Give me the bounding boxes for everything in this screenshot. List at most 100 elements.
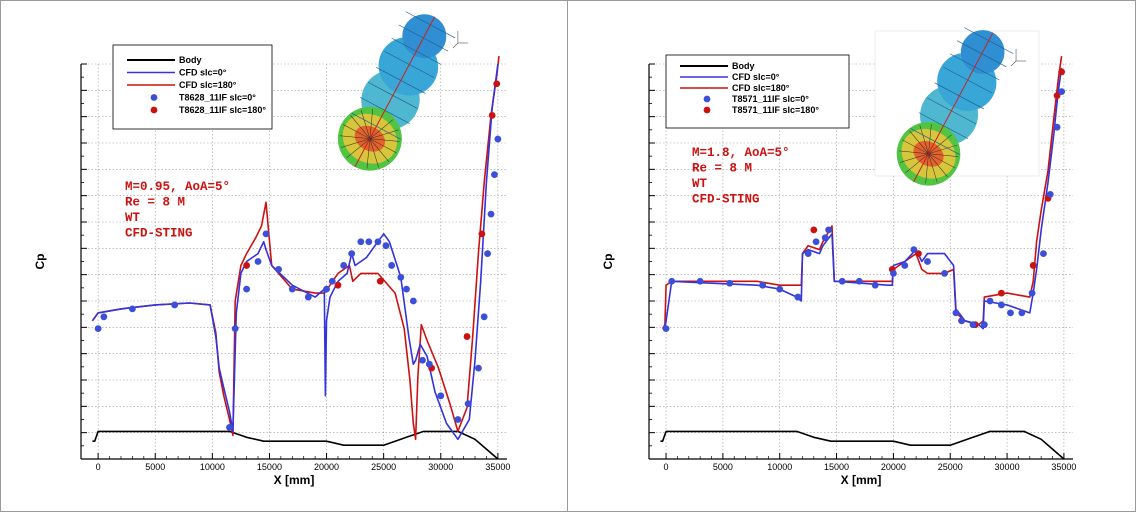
x-tick-label: 5000: [145, 462, 165, 472]
data-point-exp180: [243, 262, 251, 269]
annotation-line: CFD-STING: [692, 193, 760, 207]
annotation-line: M=1.8, AoA=5°: [692, 146, 790, 160]
data-point-exp0: [941, 269, 948, 277]
data-point-exp0: [821, 234, 829, 242]
x-tick-label: 25000: [371, 462, 396, 472]
data-point-exp0: [696, 277, 704, 285]
data-point-exp0: [1040, 250, 1047, 257]
data-point-exp0: [403, 285, 410, 293]
data-point-exp0: [804, 250, 812, 257]
data-point-exp180: [493, 80, 501, 88]
data-point-exp0: [357, 238, 365, 246]
x-tick-label: 20000: [314, 462, 339, 472]
data-point-exp0: [480, 313, 488, 321]
x-tick-label: 35000: [485, 462, 510, 472]
x-tick-label: 15000: [257, 462, 282, 472]
legend-marker-exp0: [703, 95, 711, 103]
data-point-exp180: [1029, 262, 1037, 269]
data-point-exp0: [128, 305, 136, 313]
x-tick-label: 30000: [428, 462, 453, 472]
data-point-exp0: [374, 238, 382, 246]
data-point-exp0: [838, 277, 846, 285]
legend-label-cfd0: CFD slc=0°: [732, 72, 780, 82]
data-point-exp180: [1058, 68, 1066, 76]
legend-label-cfd0: CFD slc=0°: [179, 68, 227, 78]
data-point-exp0: [348, 250, 356, 257]
x-tick-label: 5000: [713, 462, 733, 472]
legend-marker-exp180: [150, 106, 158, 114]
annotation-line: WT: [125, 211, 141, 225]
x-axis-label: X [mm]: [841, 473, 882, 487]
legend-label-cfd180: CFD slc=180°: [732, 83, 790, 93]
chart-panel-left: 0 5000 10000 15000 20000 25000 30000 35000 X [mm…: [0, 0, 568, 512]
series-line-cfd180: [91, 56, 500, 441]
data-point-exp0: [328, 277, 336, 285]
y-axis-label: Cp: [33, 254, 47, 270]
data-point-exp180: [334, 281, 342, 289]
data-point-exp0: [1018, 309, 1026, 317]
data-point-exp0: [419, 356, 426, 364]
data-point-exp0: [275, 266, 282, 273]
x-tick-label: 30000: [995, 462, 1020, 472]
data-point-exp0: [94, 325, 102, 333]
series-line-cfd0: [662, 67, 1063, 330]
data-point-exp0: [491, 171, 498, 179]
series-line-body: [92, 430, 499, 460]
data-point-exp0: [1007, 309, 1014, 317]
chart-right-svg: 0 5000 10000 15000 20000 25000 30000 35000 X [mm…: [601, 27, 1076, 487]
data-point-exp0: [388, 262, 396, 269]
data-point-exp0: [231, 325, 239, 333]
data-point-exp180: [1053, 92, 1061, 99]
data-point-exp0: [1028, 289, 1036, 297]
data-point-exp0: [382, 242, 390, 250]
data-point-exp0: [952, 309, 960, 317]
series-line-body: [660, 430, 1065, 460]
x-tick-label: 35000: [1051, 462, 1076, 472]
series-points-exp0: [94, 135, 502, 431]
annotation-line: WT: [692, 177, 708, 191]
data-point-exp0: [776, 285, 784, 293]
data-point-exp0: [986, 297, 994, 305]
data-point-exp180: [478, 230, 486, 238]
legend-label-exp0: T8571_11IF slc=0°: [732, 94, 809, 104]
data-point-exp0: [288, 285, 296, 293]
data-point-exp0: [340, 262, 348, 269]
data-point-exp0: [100, 313, 108, 321]
inset-geometry: [896, 27, 1014, 186]
data-point-exp180: [915, 250, 922, 257]
data-point-exp0: [397, 273, 405, 281]
data-point-exp0: [958, 317, 966, 325]
data-point-exp0: [812, 238, 820, 246]
legend-marker-exp180: [703, 106, 711, 114]
data-point-exp0: [997, 301, 1005, 309]
y-axis-label: Cp: [601, 254, 615, 270]
data-point-exp0: [304, 293, 312, 301]
data-point-exp0: [475, 364, 482, 372]
legend-label-exp0: T8628_11IF slc=0°: [179, 93, 256, 103]
data-point-exp0: [668, 277, 676, 285]
data-point-exp0: [1053, 123, 1061, 131]
x-tick-label: 0: [664, 462, 669, 472]
series-line-cfd0: [91, 63, 499, 441]
body-3d-inset: [337, 11, 468, 171]
data-point-exp0: [759, 281, 767, 289]
data-point-exp0: [969, 321, 977, 329]
data-point-exp0: [464, 400, 472, 408]
annotation-line: Re = 8 M: [125, 196, 185, 210]
data-point-exp0: [980, 321, 988, 329]
series-points-exp0: [662, 88, 1066, 333]
annotation-line: CFD-STING: [125, 227, 193, 241]
legend-label-body: Body: [179, 55, 202, 65]
data-point-exp180: [997, 289, 1005, 297]
data-point-exp0: [901, 262, 909, 269]
inset-geometry: [337, 11, 456, 171]
data-point-exp0: [323, 285, 330, 293]
data-point-exp0: [487, 210, 495, 218]
data-point-exp0: [409, 297, 417, 305]
data-point-exp0: [726, 279, 734, 287]
data-point-exp0: [484, 250, 491, 257]
data-point-exp0: [825, 226, 833, 234]
chart-panel-right: 0 5000 10000 15000 20000 25000 30000 35000 X [mm…: [567, 0, 1136, 512]
data-point-exp0: [365, 238, 373, 246]
axis-triad: [452, 42, 459, 49]
